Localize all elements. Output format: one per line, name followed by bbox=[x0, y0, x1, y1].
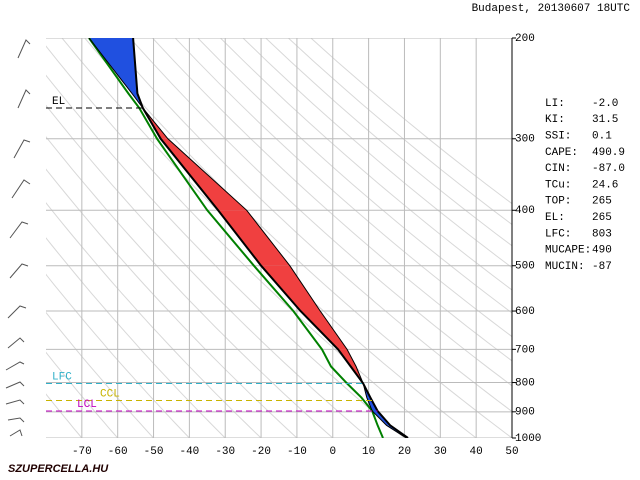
index-label: LI: bbox=[545, 98, 565, 110]
y-tick-label: 500 bbox=[515, 261, 535, 273]
y-tick-label: 800 bbox=[515, 377, 535, 389]
cape-area bbox=[261, 265, 321, 312]
y-tick-label: 700 bbox=[515, 344, 535, 356]
index-value: 31.5 bbox=[592, 114, 618, 126]
x-tick-label: -50 bbox=[144, 446, 164, 458]
x-tick-label: -40 bbox=[179, 446, 199, 458]
index-label: TOP: bbox=[545, 196, 571, 208]
index-value: 265 bbox=[592, 212, 612, 224]
x-tick-label: 10 bbox=[362, 446, 375, 458]
index-label: LFC: bbox=[545, 228, 571, 240]
wind-barbs bbox=[5, 39, 31, 437]
level-label: LFC bbox=[52, 371, 72, 383]
index-label: MUCIN: bbox=[545, 261, 585, 273]
x-tick-label: -30 bbox=[215, 446, 235, 458]
x-tick-label: 40 bbox=[470, 446, 483, 458]
plot-area bbox=[46, 38, 512, 438]
dry-adiabat bbox=[242, 38, 512, 269]
dry-adiabat bbox=[61, 38, 477, 438]
x-tick-label: 30 bbox=[434, 446, 447, 458]
index-value: 265 bbox=[592, 196, 612, 208]
temperature-line bbox=[132, 38, 409, 438]
cape-area bbox=[160, 138, 247, 211]
index-label: TCu: bbox=[545, 179, 571, 191]
x-tick-label: 50 bbox=[505, 446, 518, 458]
x-tick-label: -10 bbox=[287, 446, 307, 458]
index-value: -87 bbox=[592, 261, 612, 273]
index-value: 24.6 bbox=[592, 179, 618, 191]
level-label: LCL bbox=[77, 399, 97, 411]
dewpoint-line bbox=[88, 38, 384, 438]
x-tick-label: -20 bbox=[251, 446, 271, 458]
level-label: EL bbox=[52, 96, 65, 108]
y-tick-label: 300 bbox=[515, 134, 535, 146]
y-tick-label: 400 bbox=[515, 205, 535, 217]
dry-adiabat bbox=[46, 393, 83, 438]
dry-adiabat bbox=[287, 38, 512, 226]
dry-adiabat bbox=[106, 38, 512, 413]
y-tick-label: 1000 bbox=[515, 433, 541, 445]
dry-adiabat bbox=[84, 38, 512, 438]
index-label: EL: bbox=[545, 212, 565, 224]
dry-adiabat bbox=[310, 38, 512, 205]
index-value: -2.0 bbox=[592, 98, 618, 110]
index-value: 490 bbox=[592, 245, 612, 257]
index-value: -87.0 bbox=[592, 163, 625, 175]
y-tick-label: 600 bbox=[515, 306, 535, 318]
y-tick-label: 200 bbox=[515, 33, 535, 45]
index-value: 0.1 bbox=[592, 131, 612, 143]
x-tick-label: 0 bbox=[329, 446, 336, 458]
index-label: SSI: bbox=[545, 131, 571, 143]
index-label: MUCAPE: bbox=[545, 245, 591, 257]
y-tick-label: 900 bbox=[515, 407, 535, 419]
index-label: CIN: bbox=[545, 163, 571, 175]
dry-adiabat bbox=[265, 38, 512, 247]
dry-adiabat bbox=[220, 38, 512, 291]
x-tick-label: -70 bbox=[72, 446, 92, 458]
x-tick-label: -60 bbox=[108, 446, 128, 458]
index-label: KI: bbox=[545, 114, 565, 126]
chart-title: Budapest, 20130607 18UTC bbox=[472, 3, 631, 15]
parcel-line bbox=[88, 38, 407, 438]
dry-adiabat bbox=[46, 311, 154, 438]
x-tick-label: 20 bbox=[398, 446, 411, 458]
footer: SZUPERCELLA.HU bbox=[8, 463, 109, 475]
index-value: 803 bbox=[592, 228, 612, 240]
index-label: CAPE: bbox=[545, 147, 578, 159]
cin-area bbox=[89, 38, 138, 94]
dry-adiabat bbox=[46, 437, 47, 438]
cape-area bbox=[338, 349, 357, 367]
cape-area bbox=[300, 311, 348, 350]
level-label: CCL bbox=[100, 388, 120, 400]
dry-adiabat bbox=[46, 351, 119, 438]
cape-area bbox=[218, 210, 290, 266]
index-value: 490.9 bbox=[592, 147, 625, 159]
